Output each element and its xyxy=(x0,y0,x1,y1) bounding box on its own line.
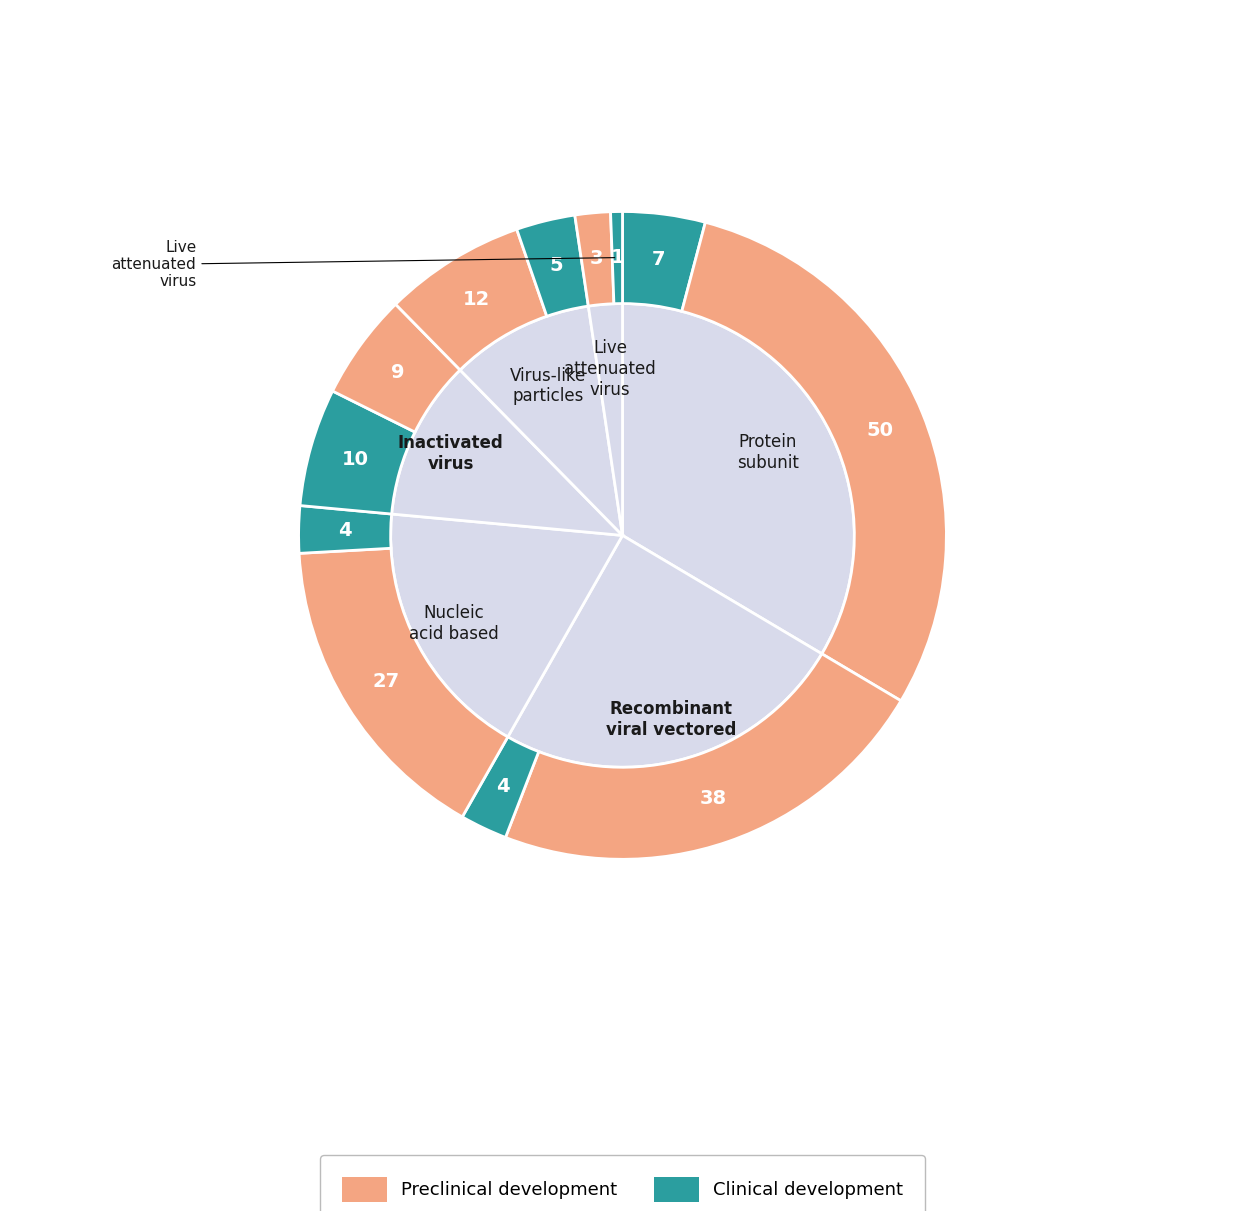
Text: Recombinant
viral vectored: Recombinant viral vectored xyxy=(606,700,736,739)
Legend: Preclinical development, Clinical development: Preclinical development, Clinical develo… xyxy=(320,1155,925,1211)
Wedge shape xyxy=(299,505,392,553)
Wedge shape xyxy=(575,212,614,306)
Text: 12: 12 xyxy=(463,289,489,309)
Text: 27: 27 xyxy=(372,672,400,691)
Text: 3: 3 xyxy=(590,249,604,268)
Text: 4: 4 xyxy=(497,777,510,796)
Wedge shape xyxy=(508,535,822,768)
Wedge shape xyxy=(391,513,622,737)
Wedge shape xyxy=(505,654,901,860)
Text: 38: 38 xyxy=(700,788,727,808)
Text: Live
attenuated
virus: Live attenuated virus xyxy=(564,339,656,398)
Wedge shape xyxy=(622,304,854,654)
Text: Protein
subunit: Protein subunit xyxy=(737,434,798,472)
Wedge shape xyxy=(517,216,589,316)
Wedge shape xyxy=(300,391,415,513)
Wedge shape xyxy=(332,304,461,432)
Text: 5: 5 xyxy=(549,256,563,275)
Text: 1: 1 xyxy=(610,248,624,268)
Text: Live
attenuated
virus: Live attenuated virus xyxy=(112,240,615,289)
Wedge shape xyxy=(299,549,508,817)
Wedge shape xyxy=(396,229,547,371)
Text: 4: 4 xyxy=(337,521,351,540)
Wedge shape xyxy=(589,304,622,535)
Wedge shape xyxy=(461,306,622,535)
Text: 9: 9 xyxy=(391,362,405,381)
Wedge shape xyxy=(462,737,539,838)
Wedge shape xyxy=(682,223,946,701)
Wedge shape xyxy=(622,212,706,311)
Text: Virus-like
particles: Virus-like particles xyxy=(510,367,586,406)
Text: Inactivated
virus: Inactivated virus xyxy=(398,435,504,474)
Text: 50: 50 xyxy=(867,420,893,440)
Wedge shape xyxy=(610,212,622,304)
Text: 10: 10 xyxy=(341,449,369,469)
Text: 7: 7 xyxy=(651,251,665,269)
Wedge shape xyxy=(392,371,622,535)
Text: Nucleic
acid based: Nucleic acid based xyxy=(410,604,499,643)
